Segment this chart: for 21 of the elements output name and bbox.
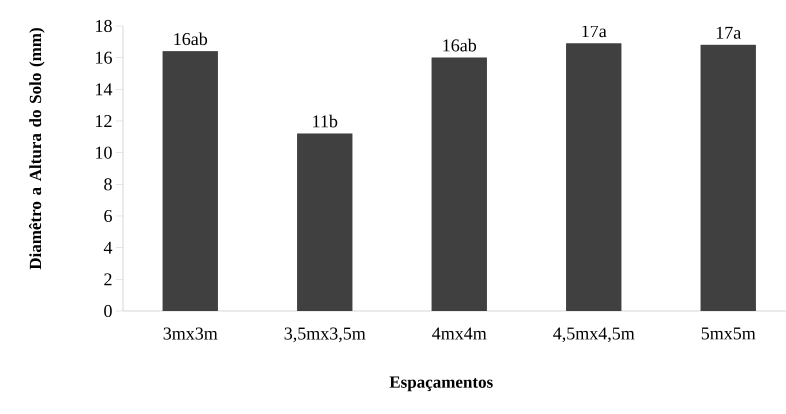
x-tick-label: 4,5mx4,5m [553, 328, 634, 342]
data-label: 16ab [443, 38, 476, 52]
data-label: 17a [716, 26, 741, 39]
y-tick-label: 6 [104, 210, 112, 222]
y-tick-label: 0 [104, 304, 112, 318]
x-axis-title: Espaçamentos [390, 376, 493, 392]
y-tick-label: 14 [96, 83, 112, 96]
x-tick-label: 3mx3m [164, 328, 218, 340]
data-label: 11b [313, 114, 338, 128]
y-tick-label: 16 [96, 52, 112, 64]
y-tick-label: 8 [104, 178, 112, 190]
x-tick-label: 3,5mx3,5m [284, 328, 366, 342]
y-axis-title: Diamêtro a Altura do Solo (mm) [29, 28, 45, 270]
y-tick-label: 4 [104, 242, 112, 254]
y-tick-label: 10 [96, 146, 112, 159]
data-label: 16ab [174, 32, 208, 46]
x-tick-label: 4mx4m [432, 328, 486, 340]
y-tick-label: 12 [96, 115, 112, 127]
x-tick-label: 5mx5m [702, 328, 756, 340]
y-tick-label: 2 [104, 273, 112, 286]
y-tick-label: 18 [96, 20, 112, 32]
